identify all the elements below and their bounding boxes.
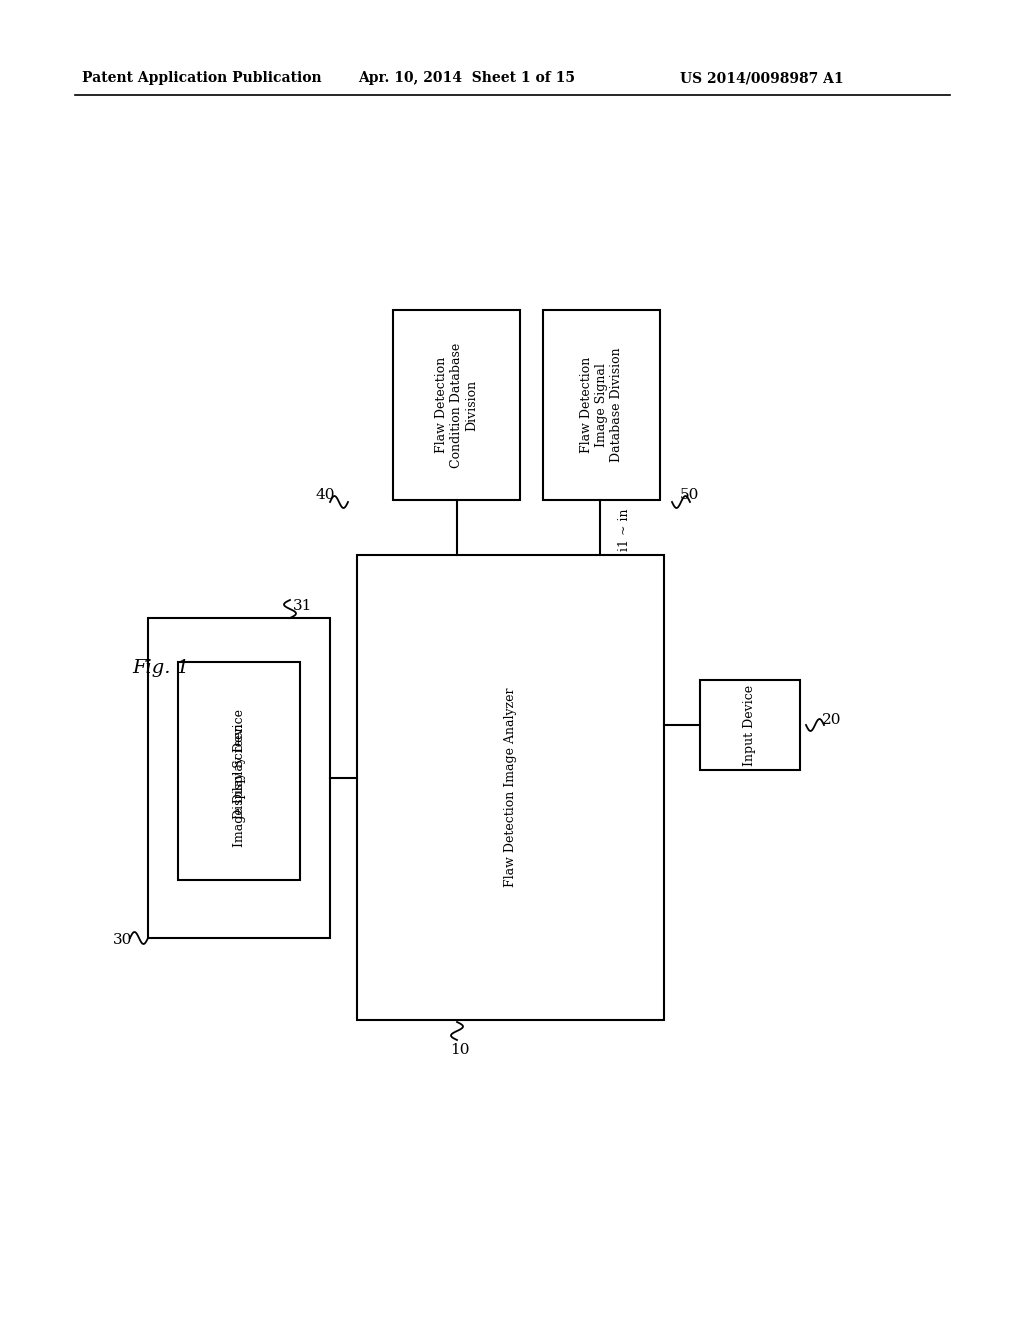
Bar xyxy=(178,663,300,880)
Text: Flaw Detection
Image Signal
Database Division: Flaw Detection Image Signal Database Div… xyxy=(580,347,623,462)
Text: Apr. 10, 2014  Sheet 1 of 15: Apr. 10, 2014 Sheet 1 of 15 xyxy=(358,71,575,84)
Bar xyxy=(148,618,330,939)
Text: Flaw Detection
Condition Database
Division: Flaw Detection Condition Database Divisi… xyxy=(435,342,478,467)
Text: i1 ~ in: i1 ~ in xyxy=(618,508,631,552)
Bar xyxy=(700,680,800,770)
Text: US 2014/0098987 A1: US 2014/0098987 A1 xyxy=(680,71,844,84)
Text: 20: 20 xyxy=(822,713,842,727)
Text: Flaw Detection Image Analyzer: Flaw Detection Image Analyzer xyxy=(504,688,517,887)
Text: Image Display Device: Image Display Device xyxy=(232,709,246,847)
Text: 40: 40 xyxy=(315,488,335,502)
Text: Patent Application Publication: Patent Application Publication xyxy=(82,71,322,84)
Bar xyxy=(357,554,664,1020)
Text: Input Device: Input Device xyxy=(743,685,757,766)
Text: Fig. 1: Fig. 1 xyxy=(132,659,189,677)
Text: Display Screen: Display Screen xyxy=(232,723,246,818)
Text: 10: 10 xyxy=(451,1043,470,1057)
Bar xyxy=(543,310,660,500)
Bar xyxy=(393,310,520,500)
Text: 31: 31 xyxy=(293,599,312,612)
Text: 30: 30 xyxy=(113,933,132,946)
Text: 50: 50 xyxy=(680,488,699,502)
